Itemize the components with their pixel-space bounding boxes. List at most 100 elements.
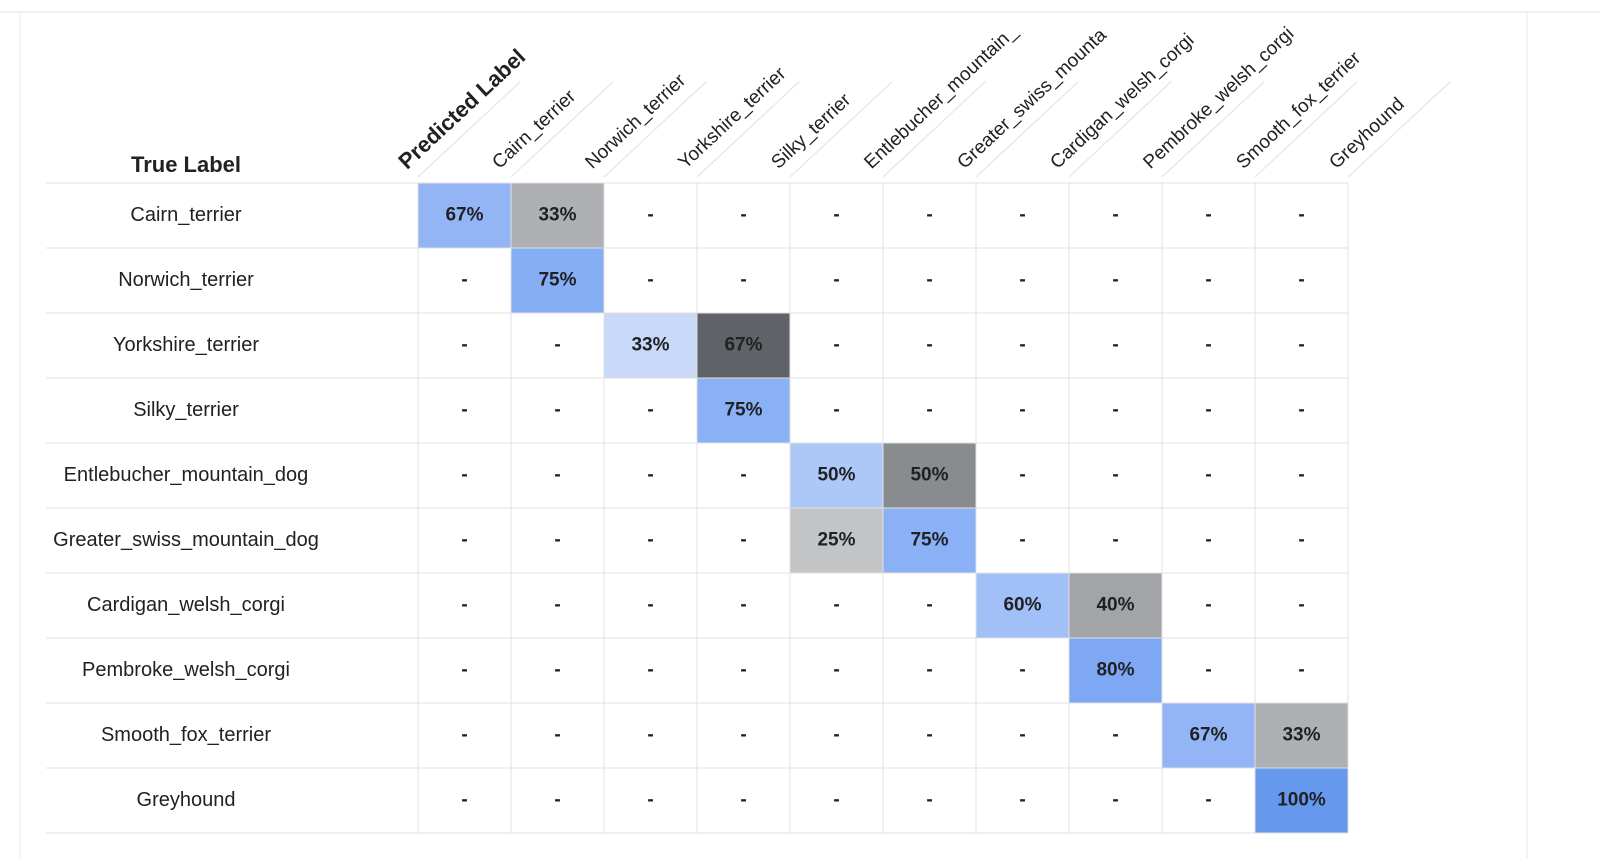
cell-value: - [1205, 530, 1211, 551]
cell-value: - [833, 400, 839, 421]
cell-value: - [1205, 660, 1211, 681]
cell-value: - [554, 465, 560, 486]
cell-value: - [833, 725, 839, 746]
row-label: Norwich_terrier [118, 269, 254, 291]
cell-value: - [1112, 335, 1118, 356]
cell-value: - [1019, 465, 1025, 486]
cell-value: - [647, 400, 653, 421]
cell-value: 33% [538, 205, 576, 226]
cell-value: 60% [1003, 595, 1041, 616]
row-label: Greater_swiss_mountain_dog [53, 529, 319, 551]
cell-fill [883, 443, 976, 508]
cell-value: - [461, 400, 467, 421]
cell-value: - [1205, 465, 1211, 486]
cell-value: - [461, 595, 467, 616]
cell-value: - [1019, 205, 1025, 226]
cell-fill [883, 508, 976, 573]
cell-value: - [461, 725, 467, 746]
row-label: Silky_terrier [133, 399, 239, 421]
cell-value: - [1112, 270, 1118, 291]
header-underline [1254, 81, 1358, 178]
cell-value: - [926, 595, 932, 616]
cell-value: 75% [910, 530, 948, 551]
cell-value: - [1298, 270, 1304, 291]
cell-value: - [647, 465, 653, 486]
cell-fill [976, 573, 1069, 638]
cell-value: - [740, 595, 746, 616]
header-underline [882, 81, 986, 178]
cell-value: - [1112, 465, 1118, 486]
cell-value: - [1205, 205, 1211, 226]
cell-value: - [1019, 335, 1025, 356]
cell-value: - [461, 660, 467, 681]
header-underline [696, 81, 800, 178]
cell-value: - [647, 530, 653, 551]
header-underline [1347, 81, 1451, 178]
cell-value: 100% [1277, 790, 1326, 811]
column-header: Greater_swiss_mounta [954, 24, 1112, 173]
cell-value: 33% [1282, 725, 1320, 746]
cell-value: - [1205, 400, 1211, 421]
row-label: Yorkshire_terrier [113, 334, 259, 356]
cell-value: - [1112, 400, 1118, 421]
cell-value: - [1298, 400, 1304, 421]
cell-value: 50% [910, 465, 948, 486]
cell-value: - [833, 270, 839, 291]
row-label: Entlebucher_mountain_dog [64, 464, 309, 486]
cell-value: - [740, 465, 746, 486]
cell-value: - [926, 725, 932, 746]
cell-value: 67% [445, 205, 483, 226]
cell-value: - [833, 205, 839, 226]
cell-value: - [1298, 465, 1304, 486]
cell-value: - [1112, 205, 1118, 226]
cell-value: 67% [724, 335, 762, 356]
cell-value: 25% [817, 530, 855, 551]
cell-value: - [833, 595, 839, 616]
header-underline [789, 81, 893, 178]
cell-value: 75% [538, 270, 576, 291]
cell-fill [511, 183, 604, 248]
cell-fill [790, 443, 883, 508]
cell-fill [697, 313, 790, 378]
cell-fill [1069, 638, 1162, 703]
cell-value: - [554, 660, 560, 681]
cell-fill [418, 183, 511, 248]
cell-value: - [926, 400, 932, 421]
row-label: Greyhound [137, 789, 236, 811]
header-underline [510, 81, 614, 178]
cell-value: - [1298, 530, 1304, 551]
cell-value: - [647, 660, 653, 681]
column-header: Silky_terrier [768, 89, 856, 173]
cell-value: - [647, 725, 653, 746]
row-label: Pembroke_welsh_corgi [82, 659, 290, 681]
cell-value: 33% [631, 335, 669, 356]
cell-value: 40% [1096, 595, 1134, 616]
cell-fill [1255, 768, 1348, 833]
cell-value: - [926, 270, 932, 291]
cell-value: - [1019, 270, 1025, 291]
row-label: Cardigan_welsh_corgi [87, 594, 285, 616]
cell-value: - [554, 790, 560, 811]
header-underline [1161, 81, 1265, 178]
cell-value: - [1112, 530, 1118, 551]
cell-value: - [647, 790, 653, 811]
cell-value: 80% [1096, 660, 1134, 681]
cell-value: - [1019, 530, 1025, 551]
cell-fill [1162, 703, 1255, 768]
cell-value: - [1298, 595, 1304, 616]
cell-value: - [647, 270, 653, 291]
cell-value: - [740, 660, 746, 681]
cell-fill [1255, 703, 1348, 768]
cell-value: - [461, 790, 467, 811]
cell-value: - [554, 335, 560, 356]
true-label-header: True Label [131, 152, 241, 177]
cell-value: - [833, 335, 839, 356]
cell-value: - [740, 790, 746, 811]
cell-fill [511, 248, 604, 313]
cell-value: - [647, 595, 653, 616]
cell-value: - [926, 205, 932, 226]
cell-value: - [1019, 400, 1025, 421]
cell-value: - [1205, 790, 1211, 811]
